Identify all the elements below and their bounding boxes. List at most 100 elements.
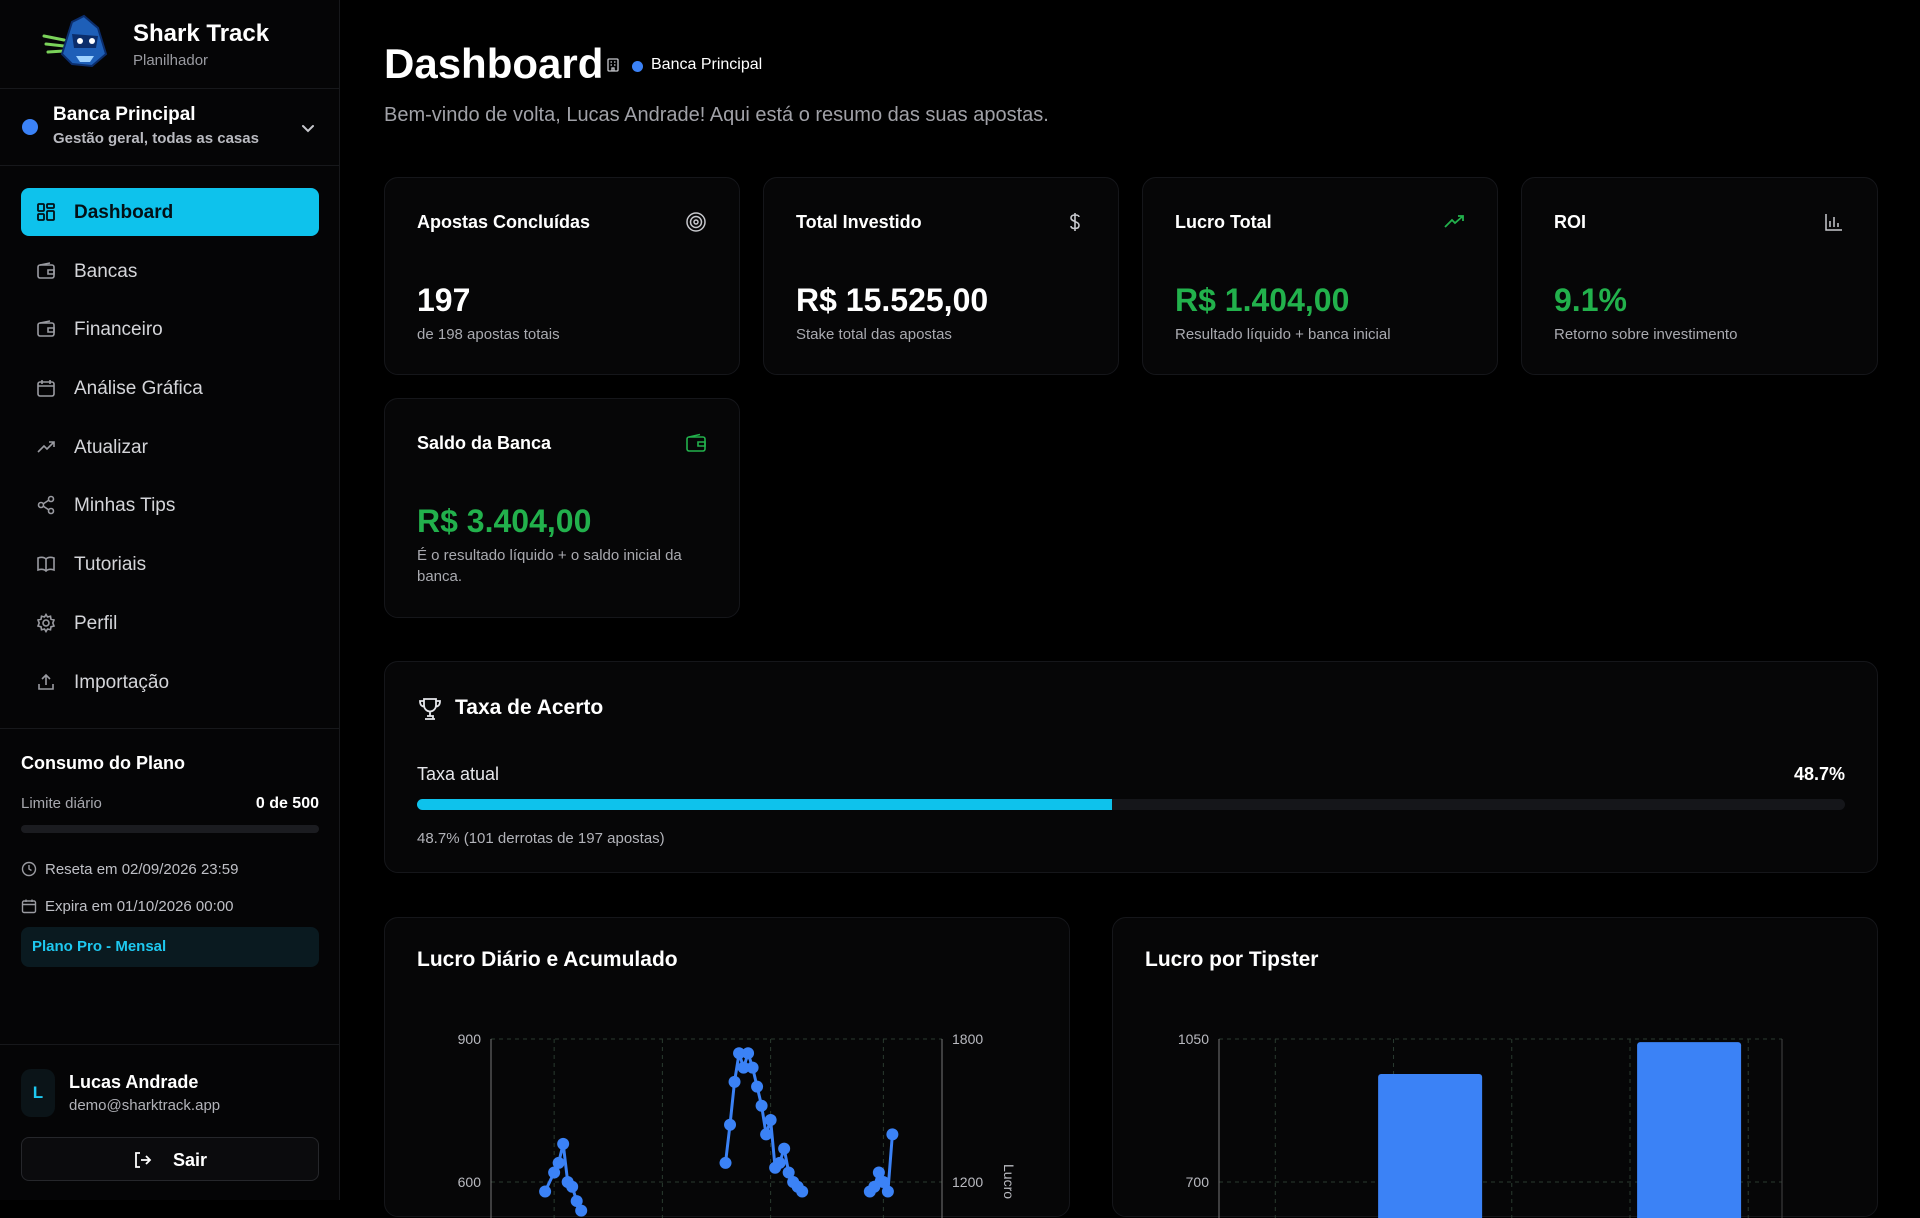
logout-label: Sair — [173, 1150, 208, 1170]
tipster-profit-chart: 1050 700 — [1178, 1031, 1783, 1218]
welcome-message: Bem-vindo de volta, Lucas Andrade! Aqui … — [384, 104, 1049, 126]
nav-item-analise-grafica[interactable]: Análise Gráfica — [21, 364, 319, 412]
wallet-icon — [37, 320, 55, 338]
nav-item-atualizar[interactable]: Atualizar — [21, 423, 319, 471]
nav-label: Atualizar — [74, 436, 148, 458]
nav-label: Bancas — [74, 260, 138, 282]
shark-logo-icon — [42, 14, 108, 68]
app-name: Shark Track — [133, 20, 270, 47]
nav-item-minhas-tips[interactable]: Minhas Tips — [21, 481, 319, 529]
y-tick-label: 1050 — [1178, 1031, 1209, 1047]
chart-title: Lucro Diário e Acumulado — [417, 948, 678, 971]
data-point — [877, 1176, 890, 1188]
data-point — [773, 1156, 786, 1169]
hit-rate-fill — [417, 799, 1113, 810]
logout-button[interactable]: Sair — [21, 1137, 319, 1181]
trending-up-icon — [37, 440, 55, 453]
nav-item-dashboard[interactable]: Dashboard — [21, 188, 319, 236]
data-point — [557, 1137, 570, 1150]
nav-label: Minhas Tips — [74, 495, 176, 517]
user-panel: L Lucas Andrade demo@sharktrack.app Sair — [0, 1044, 340, 1200]
bar-chart-icon — [1825, 214, 1842, 231]
brand[interactable]: Shark Track Planilhador — [38, 12, 338, 76]
plan-limit-label: Limite diário — [21, 795, 102, 812]
gear-icon — [36, 612, 56, 633]
data-point — [548, 1166, 561, 1179]
bank-color-dot — [632, 61, 643, 72]
stat-card-roi: ROI 9.1% Retorno sobre investimento — [1521, 177, 1878, 375]
data-point — [539, 1185, 552, 1198]
main-content: Dashboard Banca Principal Bem-vindo de v… — [341, 0, 1920, 1218]
building-icon — [607, 58, 619, 72]
stat-title: Saldo da Banca — [417, 433, 552, 453]
y-tick-label: 600 — [458, 1174, 482, 1190]
data-point — [724, 1118, 737, 1131]
page-title: Dashboard — [384, 40, 604, 87]
book-icon — [37, 556, 55, 573]
y-tick-label: 900 — [458, 1031, 482, 1047]
data-point — [881, 1185, 894, 1198]
clock-icon — [21, 861, 37, 877]
data-point — [782, 1166, 795, 1179]
plan-usage-bar — [21, 825, 319, 833]
user-email: demo@sharktrack.app — [69, 1097, 221, 1114]
nav-item-bancas[interactable]: Bancas — [21, 247, 319, 295]
nav-label: Perfil — [74, 612, 118, 634]
avatar[interactable]: L — [21, 1069, 55, 1117]
data-point — [778, 1142, 791, 1155]
stat-subtitle: de 198 apostas totais — [417, 326, 560, 343]
bar — [1637, 1042, 1742, 1218]
dollar-icon — [1070, 213, 1080, 231]
data-point — [566, 1180, 579, 1193]
calendar-icon — [37, 380, 55, 397]
stat-card-completed: Apostas Concluídas 197 de 198 apostas to… — [384, 177, 740, 375]
plan-expire-text: Expira em 01/10/2026 00:00 — [45, 898, 234, 915]
y2-tick-label: 1200 — [952, 1174, 983, 1190]
data-point — [764, 1114, 777, 1127]
y-tick-label: 700 — [1186, 1174, 1210, 1190]
hit-rate-label: Taxa atual — [417, 764, 500, 784]
plan-badge[interactable]: Plano Pro - Mensal — [21, 927, 319, 967]
nav-label: Financeiro — [74, 319, 163, 341]
bank-selector[interactable]: Banca Principal Gestão geral, todas as c… — [0, 88, 340, 166]
share-icon — [37, 496, 55, 515]
stat-card-profit: Lucro Total R$ 1.404,00 Resultado líquid… — [1142, 177, 1498, 375]
daily-profit-chart: 900 600 1800 1200 Lucro — [458, 1031, 1017, 1218]
nav-item-perfil[interactable]: Perfil — [21, 599, 319, 647]
stat-value: R$ 15.525,00 — [796, 282, 989, 318]
app-subtitle: Planilhador — [133, 52, 209, 69]
hit-rate-card: Taxa de Acerto Taxa atual 48.7% 48.7% (1… — [384, 661, 1878, 873]
logout-icon — [135, 1152, 152, 1168]
data-point — [733, 1047, 746, 1060]
bank-name: Banca Principal — [53, 104, 196, 125]
data-point — [575, 1204, 588, 1217]
data-point — [886, 1128, 899, 1141]
hit-rate-value: 48.7% — [1793, 764, 1845, 784]
stat-value: 9.1% — [1554, 282, 1627, 318]
chart-title: Lucro por Tipster — [1145, 948, 1319, 971]
stat-card-balance: Saldo da Banca R$ 3.404,00 É o resultado… — [384, 398, 740, 618]
nav-item-importacao[interactable]: Importação — [21, 658, 319, 706]
data-point — [755, 1099, 768, 1112]
nav-item-tutoriais[interactable]: Tutoriais — [21, 540, 319, 588]
y2-tick-label: 1800 — [952, 1031, 983, 1047]
y2-axis-label: Lucro — [1001, 1164, 1017, 1199]
target-icon — [686, 212, 706, 232]
data-point — [760, 1128, 773, 1141]
data-point — [719, 1156, 732, 1169]
stat-value: R$ 1.404,00 — [1175, 282, 1350, 318]
bar — [1378, 1073, 1483, 1218]
chevron-down-icon[interactable] — [298, 119, 318, 139]
data-point — [751, 1080, 764, 1093]
data-point — [728, 1075, 741, 1088]
nav-item-financeiro[interactable]: Financeiro — [21, 305, 319, 353]
plan-badge-label: Plano Pro - Mensal — [32, 938, 167, 955]
main-nav: Dashboard Bancas Financeiro Análise Gráf… — [21, 188, 319, 716]
data-point — [552, 1156, 565, 1169]
upload-icon — [38, 673, 54, 690]
nav-label: Importação — [74, 671, 170, 693]
stat-subtitle: É o resultado líquido + o saldo inicial … — [417, 547, 682, 585]
data-point — [737, 1061, 750, 1074]
data-point — [746, 1061, 759, 1074]
calendar-icon — [21, 899, 37, 914]
